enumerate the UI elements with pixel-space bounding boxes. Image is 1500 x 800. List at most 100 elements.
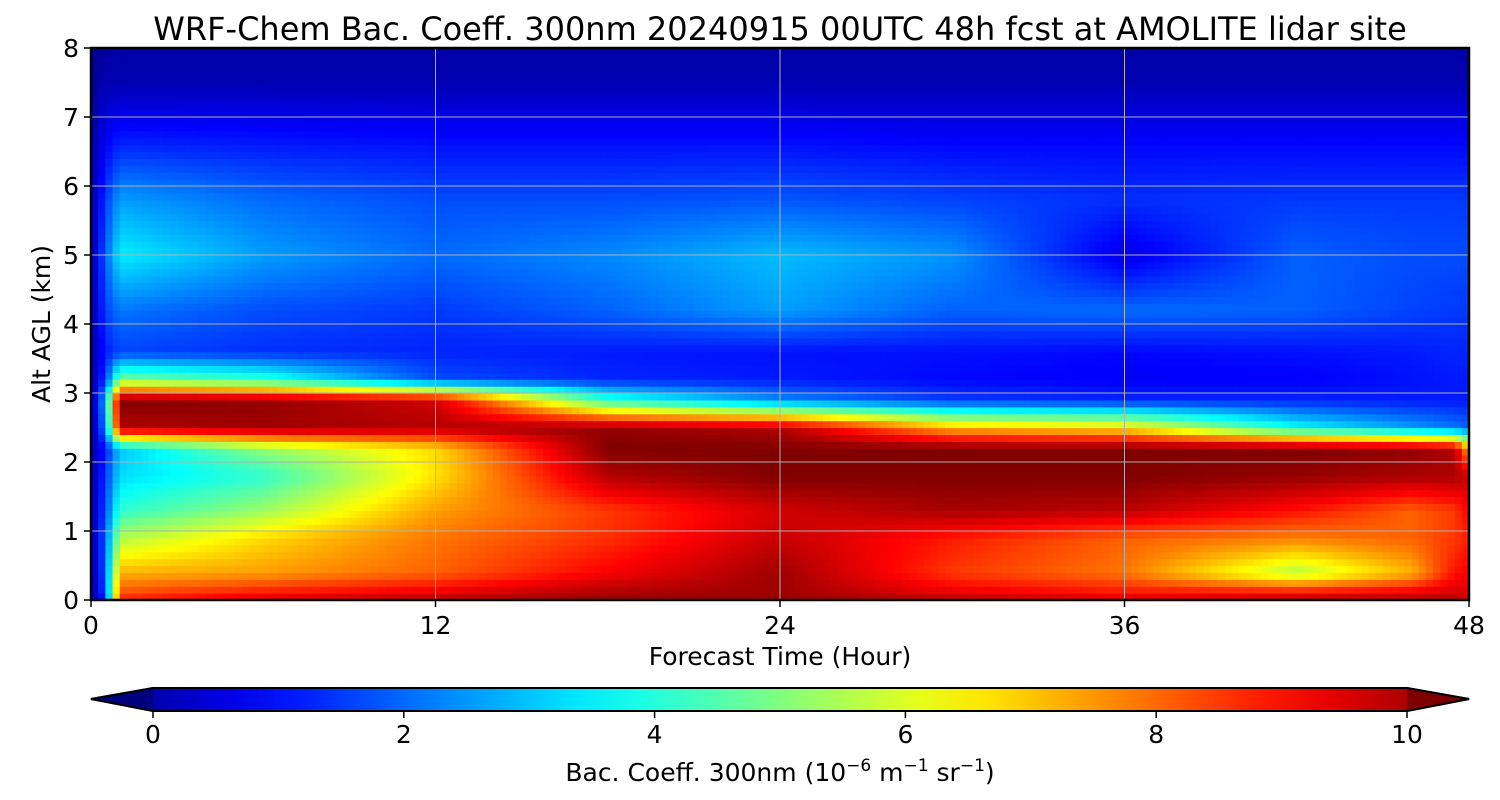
heatmap-cell <box>1346 475 1355 484</box>
heatmap-cell <box>794 551 803 560</box>
heatmap-cell <box>349 551 358 560</box>
heatmap-cell <box>636 468 645 477</box>
heatmap-cell <box>622 462 630 470</box>
heatmap-cell <box>91 544 99 553</box>
heatmap-cell <box>1095 572 1104 580</box>
heatmap-cell <box>622 441 630 449</box>
heatmap-cell <box>988 475 996 484</box>
heatmap-cell <box>464 531 472 539</box>
heatmap-cell <box>600 593 609 600</box>
heatmap-cell <box>1311 579 1319 587</box>
heatmap-cell <box>1404 565 1413 573</box>
heatmap-cell <box>428 524 437 532</box>
heatmap-cell <box>815 482 824 491</box>
heatmap-cell <box>442 579 451 587</box>
heatmap-cell <box>184 496 193 504</box>
heatmap-cell <box>1275 551 1283 560</box>
heatmap-cell <box>91 503 99 511</box>
heatmap-cell <box>184 468 193 477</box>
heatmap-cell <box>442 524 451 532</box>
heatmap-cell <box>1074 468 1083 477</box>
heatmap-cell <box>772 448 781 456</box>
heatmap-cell <box>564 448 573 456</box>
heatmap-cell <box>169 489 178 498</box>
heatmap-cell <box>421 531 429 539</box>
heatmap-cell <box>378 455 386 463</box>
heatmap-cell <box>851 468 860 477</box>
heatmap-cell <box>1382 572 1391 580</box>
heatmap-cell <box>643 489 652 498</box>
heatmap-cell <box>1303 537 1312 546</box>
heatmap-cell <box>686 572 695 580</box>
heatmap-cell <box>622 427 630 435</box>
heatmap-cell <box>141 434 150 442</box>
heatmap-cell <box>428 462 437 470</box>
heatmap-cell <box>1268 544 1276 553</box>
heatmap-cell <box>894 586 903 594</box>
heatmap-cell <box>1095 455 1104 463</box>
heatmap-cell <box>744 579 752 587</box>
heatmap-cell <box>1117 537 1126 546</box>
heatmap-cell <box>1131 441 1140 449</box>
heatmap-cell <box>1368 531 1377 539</box>
heatmap-cell <box>844 462 853 470</box>
heatmap-cell <box>679 593 688 600</box>
heatmap-cell <box>1253 496 1262 504</box>
heatmap-cell <box>815 496 824 504</box>
heatmap-cell <box>284 468 293 477</box>
heatmap-cell <box>902 441 910 449</box>
heatmap-cell <box>349 496 358 504</box>
heatmap-cell <box>327 475 336 484</box>
heatmap-cell <box>1081 572 1090 580</box>
heatmap-cell <box>378 593 386 600</box>
heatmap-cell <box>851 593 860 600</box>
heatmap-cell <box>708 489 717 498</box>
heatmap-cell <box>1397 524 1406 532</box>
heatmap-cell <box>442 537 451 546</box>
heatmap-cell <box>342 434 350 442</box>
heatmap-cell <box>995 510 1004 518</box>
heatmap-cell <box>1138 572 1147 580</box>
heatmap-cell <box>177 558 185 567</box>
heatmap-cell <box>629 517 638 525</box>
heatmap-cell <box>686 420 695 429</box>
heatmap-cell <box>492 586 501 594</box>
heatmap-cell <box>801 434 810 442</box>
heatmap-cell <box>507 544 516 553</box>
heatmap-cell <box>270 593 279 600</box>
heatmap-cell <box>134 551 142 560</box>
heatmap-cell <box>837 441 846 449</box>
heatmap-cell <box>937 531 946 539</box>
heatmap-cell <box>1246 455 1255 463</box>
heatmap-cell <box>134 420 142 429</box>
heatmap-cell <box>830 551 839 560</box>
heatmap-cell <box>126 468 135 477</box>
heatmap-cell <box>744 503 752 511</box>
heatmap-cell <box>1031 503 1039 511</box>
heatmap-cell <box>550 579 559 587</box>
heatmap-cell <box>284 531 293 539</box>
heatmap-cell <box>134 427 142 435</box>
heatmap-cell <box>686 510 695 518</box>
heatmap-cell <box>1124 551 1133 560</box>
heatmap-cell <box>1411 517 1420 525</box>
heatmap-cell <box>1289 537 1298 546</box>
heatmap-cell <box>1239 475 1248 484</box>
heatmap-cell <box>126 565 135 573</box>
heatmap-cell <box>607 468 616 477</box>
heatmap-cell <box>306 434 315 442</box>
heatmap-cell <box>1282 434 1291 442</box>
heatmap-cell <box>1210 565 1219 573</box>
heatmap-cell <box>134 441 142 449</box>
heatmap-cell <box>1181 517 1190 525</box>
heatmap-cell <box>1196 427 1205 435</box>
heatmap-cell <box>349 558 358 567</box>
heatmap-cell <box>1433 593 1441 600</box>
heatmap-cell <box>1102 565 1111 573</box>
heatmap-cell <box>564 531 573 539</box>
heatmap-cell <box>507 572 516 580</box>
heatmap-cell <box>162 434 171 442</box>
heatmap-cell <box>751 544 760 553</box>
heatmap-cell <box>1325 434 1334 442</box>
heatmap-cell <box>679 434 688 442</box>
